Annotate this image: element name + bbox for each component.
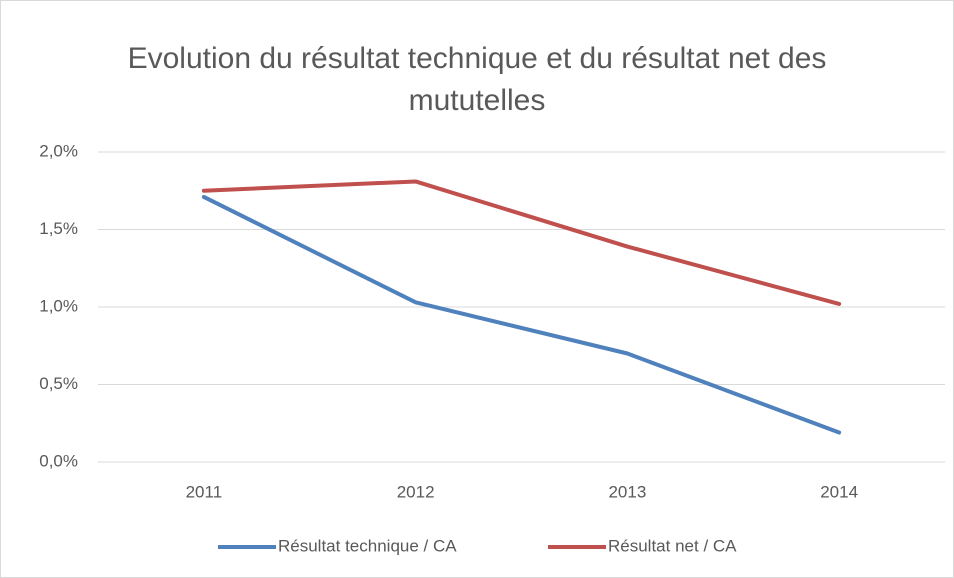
series-line [201,194,842,435]
chart-title: Evolution du résultat technique et du ré… [127,42,827,117]
x-tick-label: 2012 [397,482,435,501]
y-tick-label: 0,5% [39,374,78,393]
x-tick-label: 2014 [820,482,858,501]
legend-label: Résultat technique / CA [278,536,457,555]
x-tick-label: 2011 [186,482,223,501]
y-tick-label: 1,0% [39,296,78,315]
legend-label: Résultat net / CA [608,536,737,555]
y-tick-label: 1,5% [39,219,78,238]
series-line [201,179,842,306]
y-tick-label: 0,0% [39,451,78,470]
x-tick-label: 2013 [608,482,646,501]
y-tick-label: 2,0% [39,141,78,160]
